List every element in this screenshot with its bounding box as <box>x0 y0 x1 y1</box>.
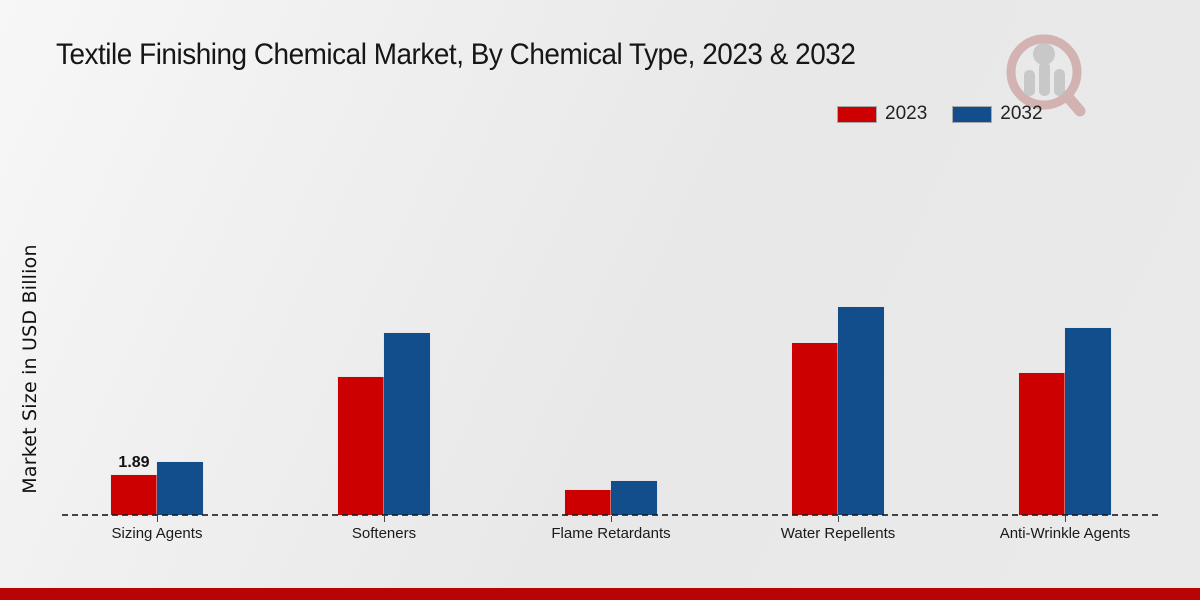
legend-swatch-2023 <box>838 106 876 122</box>
x-axis-tick <box>838 516 839 522</box>
legend-item-2023: 2023 <box>838 103 927 125</box>
legend-item-2032: 2032 <box>953 103 1043 125</box>
bar-2023-sizing-agents <box>111 475 157 515</box>
x-axis-tick <box>384 516 385 522</box>
x-axis-baseline <box>62 514 1158 516</box>
x-axis-tick <box>157 516 158 522</box>
bar-2023-flame-retardants <box>565 490 611 515</box>
category-label-softeners: Softeners <box>351 525 417 542</box>
legend: 2023 2032 <box>838 103 1043 125</box>
bar-2023-softeners <box>338 377 384 515</box>
footer-accent-bar <box>0 588 1200 600</box>
legend-label-2023: 2023 <box>885 103 928 124</box>
x-axis-tick <box>1065 516 1066 522</box>
legend-swatch-2032 <box>953 106 992 122</box>
bar-2032-sizing-agents <box>157 462 203 515</box>
bar-2032-water-repellents <box>838 307 884 515</box>
category-label-water-repellents: Water Repellents <box>780 525 896 542</box>
bar-value-label: 1.89 <box>118 454 150 471</box>
category-label-anti-wrinkle-agents: Anti-Wrinkle Agents <box>999 525 1131 542</box>
x-axis-tick <box>611 516 612 522</box>
brand-watermark <box>1000 30 1086 127</box>
bar-2032-softeners <box>384 333 430 515</box>
category-label-flame-retardants: Flame Retardants <box>551 525 671 542</box>
bar-2032-flame-retardants <box>611 481 657 515</box>
bar-2023-anti-wrinkle-agents <box>1019 373 1065 515</box>
chart-title: Textile Finishing Chemical Market, By Ch… <box>56 38 856 71</box>
category-label-sizing-agents: Sizing Agents <box>111 525 203 542</box>
magnifier-bar-chart-watermark-icon <box>1006 34 1086 117</box>
bar-2032-anti-wrinkle-agents <box>1065 328 1111 515</box>
legend-label-2032: 2032 <box>1000 103 1043 124</box>
bar-2023-water-repellents <box>792 343 838 515</box>
